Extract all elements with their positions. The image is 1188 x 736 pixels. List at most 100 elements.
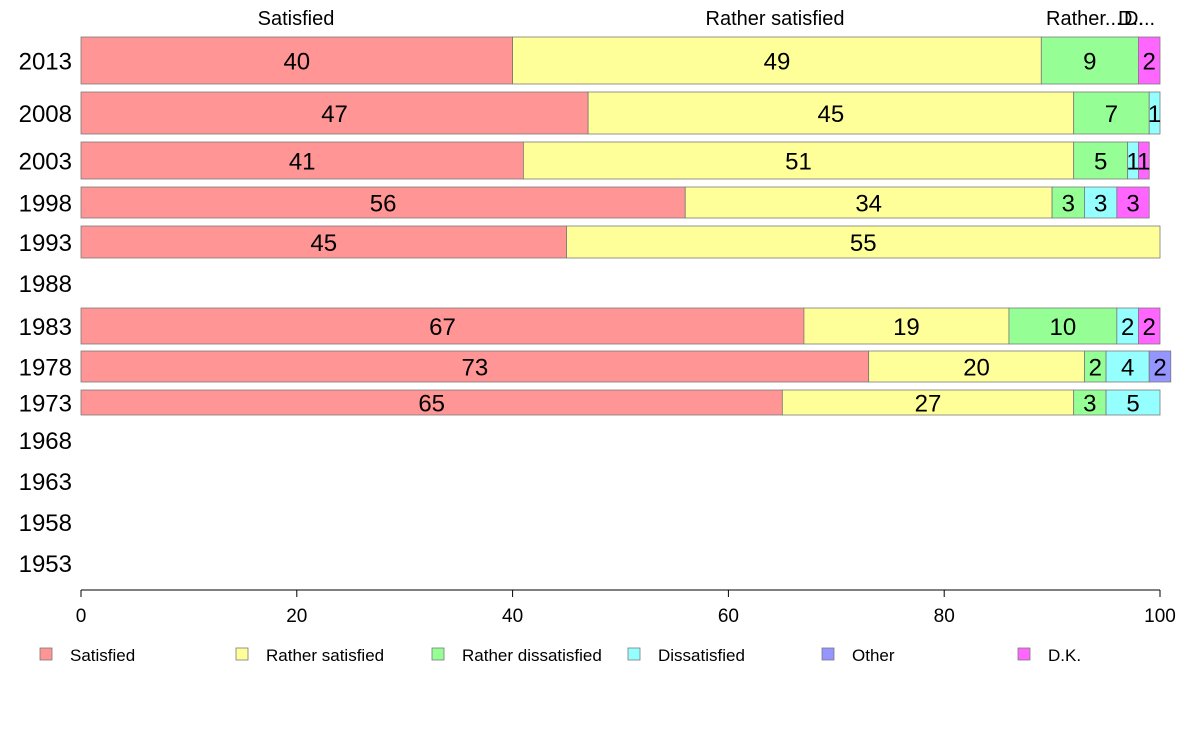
bar-segment-2013-0 xyxy=(80,36,514,85)
legend-label-2: Rather dissatisfied xyxy=(462,646,602,665)
bar-segment-1973-3 xyxy=(1105,389,1161,416)
legend-swatch-4 xyxy=(821,647,835,661)
x-tick-label-40: 40 xyxy=(502,606,523,627)
data-label-2013-5: 2 xyxy=(1143,49,1156,76)
header-labels-layer: Satisfied Rather satisfied Rather...D..D..… xyxy=(258,8,1155,30)
bars-layer xyxy=(80,36,1172,416)
bar-segment-1998-2 xyxy=(1051,186,1085,219)
bar-segment-1998-1 xyxy=(684,186,1053,219)
bar-segment-1993-0 xyxy=(80,225,567,259)
x-tick-label-60: 60 xyxy=(718,606,739,627)
legend-swatch-0 xyxy=(39,647,53,661)
data-label-1978-0: 73 xyxy=(461,355,488,382)
header-label-3: D.. xyxy=(1118,8,1144,30)
year-label-1963: 1963 xyxy=(19,469,72,496)
header-label-4: D... xyxy=(1124,8,1155,30)
data-label-1983-1: 19 xyxy=(893,314,920,341)
header-label-2: Rather... xyxy=(1046,8,1122,30)
bar-segment-1983-2 xyxy=(1008,307,1118,345)
legend-label-0: Satisfied xyxy=(70,646,135,665)
x-tick-label-100: 100 xyxy=(1144,606,1176,627)
data-label-1978-3: 4 xyxy=(1121,355,1134,382)
year-label-1958: 1958 xyxy=(19,510,72,537)
data-label-1973-1: 27 xyxy=(915,391,942,418)
year-labels-layer: 2013 2008 2003 1998 1993 1988 1983 1978 1973 1968… xyxy=(19,49,72,579)
bar-segment-2003-1 xyxy=(522,141,1075,180)
year-label-1978: 1978 xyxy=(19,355,72,382)
data-label-1973-0: 65 xyxy=(418,391,445,418)
bar-segment-2013-5 xyxy=(1138,36,1161,85)
bar-segment-1978-3 xyxy=(1105,350,1150,383)
bar-segment-2003-2 xyxy=(1073,141,1129,180)
bar-segment-2003-0 xyxy=(80,141,524,180)
data-label-1998-1: 34 xyxy=(855,191,882,218)
year-label-1998: 1998 xyxy=(19,191,72,218)
data-label-1978-1: 20 xyxy=(963,355,990,382)
year-label-1993: 1993 xyxy=(19,230,72,257)
data-label-2013-0: 40 xyxy=(283,49,310,76)
year-label-1953: 1953 xyxy=(19,551,72,578)
legend-swatch-1 xyxy=(235,647,249,661)
legend-label-4: Other xyxy=(852,646,895,665)
x-tick-label-80: 80 xyxy=(934,606,955,627)
x-axis: 0 20 40 60 80 100 xyxy=(76,589,1176,627)
data-label-1978-2: 2 xyxy=(1089,355,1102,382)
bar-segment-1978-0 xyxy=(80,350,870,383)
header-label-1: Rather satisfied xyxy=(706,8,845,30)
bar-segment-2013-2 xyxy=(1040,36,1139,85)
data-label-2008-3: 1 xyxy=(1148,101,1161,128)
data-label-1973-2: 3 xyxy=(1083,391,1096,418)
data-label-1998-5: 3 xyxy=(1126,191,1139,218)
legend-swatch-2 xyxy=(431,647,445,661)
data-label-1998-0: 56 xyxy=(370,191,397,218)
data-label-1978-4: 2 xyxy=(1153,355,1166,382)
bar-segment-1993-1 xyxy=(566,225,1161,259)
legend-label-5: D.K. xyxy=(1048,646,1081,665)
data-label-2008-2: 7 xyxy=(1105,101,1118,128)
data-label-2013-1: 49 xyxy=(764,49,791,76)
bar-segment-2013-1 xyxy=(512,36,1042,85)
bar-segment-1978-1 xyxy=(868,350,1085,383)
legend-label-3: Dissatisfied xyxy=(658,646,745,665)
data-label-1983-3: 2 xyxy=(1121,314,1134,341)
year-label-2008: 2008 xyxy=(19,101,72,128)
bar-segment-1998-3 xyxy=(1084,186,1118,219)
x-tick-label-20: 20 xyxy=(286,606,307,627)
data-label-1973-3: 5 xyxy=(1126,391,1139,418)
year-label-1983: 1983 xyxy=(19,314,72,341)
bar-segment-1983-1 xyxy=(803,307,1010,345)
data-label-1993-0: 45 xyxy=(310,230,337,257)
bar-segment-2008-3 xyxy=(1148,91,1161,135)
bar-segment-2008-0 xyxy=(80,91,589,135)
bar-segment-1983-0 xyxy=(80,307,805,345)
data-label-1998-2: 3 xyxy=(1062,191,1075,218)
data-label-2003-3: 1 xyxy=(1126,149,1139,176)
bar-segment-1983-5 xyxy=(1138,307,1161,345)
data-label-2008-1: 45 xyxy=(818,101,845,128)
data-label-2003-5: 1 xyxy=(1137,149,1150,176)
data-label-2003-2: 5 xyxy=(1094,149,1107,176)
data-label-2013-2: 9 xyxy=(1083,49,1096,76)
legend: Satisfied Rather satisfied Rather dissatis… xyxy=(39,646,1081,665)
year-label-1988: 1988 xyxy=(19,271,72,298)
bar-segment-1998-5 xyxy=(1116,186,1150,219)
legend-label-1: Rather satisfied xyxy=(266,646,384,665)
data-label-2003-1: 51 xyxy=(785,149,812,176)
bar-segment-2008-1 xyxy=(587,91,1075,135)
data-label-1998-3: 3 xyxy=(1094,191,1107,218)
year-label-2013: 2013 xyxy=(19,49,72,76)
bar-segment-1973-0 xyxy=(80,389,783,416)
legend-swatch-5 xyxy=(1017,647,1031,661)
data-label-1993-1: 55 xyxy=(850,230,877,257)
legend-swatch-3 xyxy=(627,647,641,661)
bar-segment-2008-2 xyxy=(1073,91,1150,135)
x-tick-label-0: 0 xyxy=(76,606,87,627)
bar-segment-1973-2 xyxy=(1073,389,1107,416)
bar-segment-2003-5 xyxy=(1138,141,1150,180)
data-label-1983-0: 67 xyxy=(429,314,456,341)
data-label-2008-0: 47 xyxy=(321,101,348,128)
header-label-0: Satisfied xyxy=(258,8,335,30)
year-label-1968: 1968 xyxy=(19,428,72,455)
